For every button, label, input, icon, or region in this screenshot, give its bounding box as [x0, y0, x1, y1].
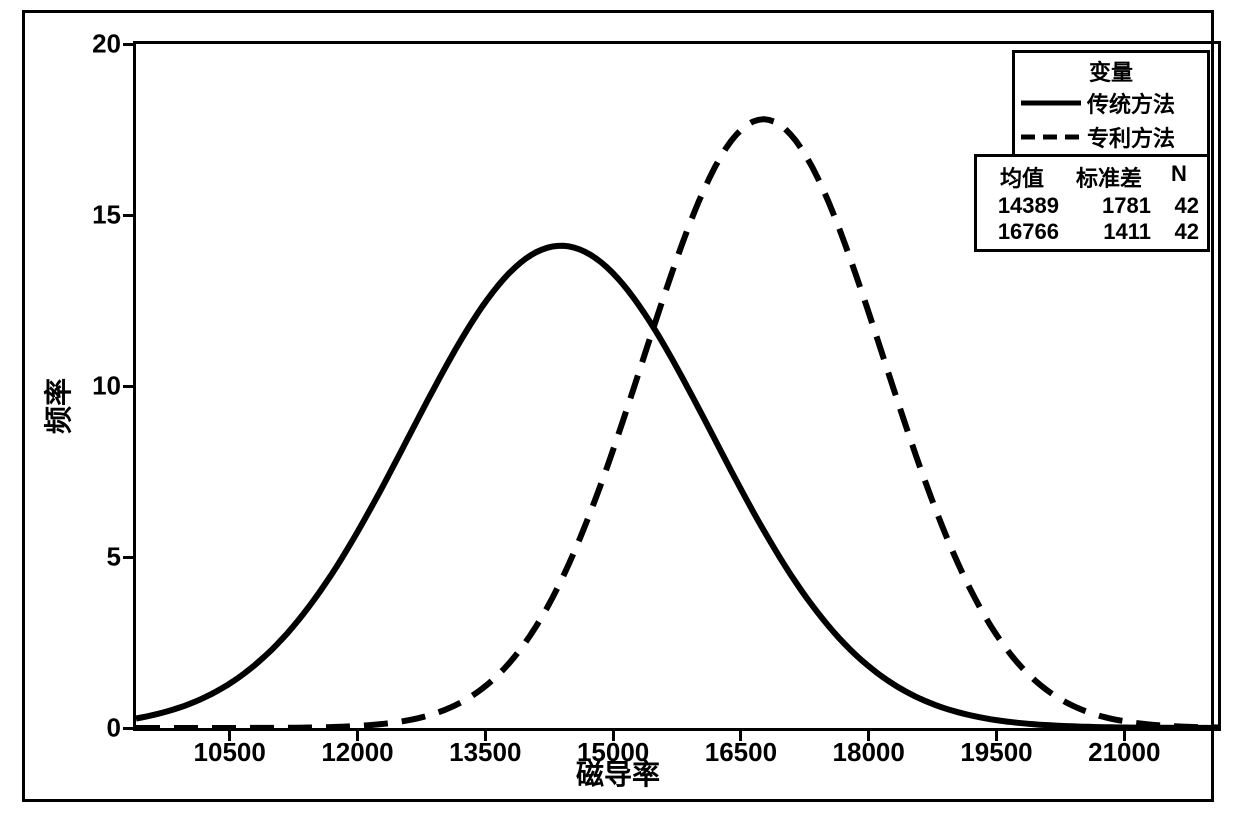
legend-label-0: 传统方法	[1087, 87, 1175, 119]
x-tick-label: 10500	[194, 737, 266, 768]
x-tick-label: 15000	[577, 737, 649, 768]
y-tick-mark	[123, 556, 133, 559]
x-tick-mark	[739, 731, 742, 741]
y-tick-mark	[123, 43, 133, 46]
x-tick-label: 12000	[321, 737, 393, 768]
y-tick-mark	[123, 214, 133, 217]
x-tick-mark	[484, 731, 487, 741]
x-tick-label: 16500	[705, 737, 777, 768]
stats-h2: N	[1159, 161, 1199, 193]
y-axis-label: 频率	[37, 378, 77, 434]
chart-container: 频率 磁导率 变量 传统方法 专利方法	[0, 0, 1240, 815]
legend-swatch-1	[1021, 127, 1081, 147]
y-tick-label: 15	[92, 200, 121, 231]
stats-h0: 均值	[985, 161, 1059, 193]
stats-row-0: 14389 1781 42	[985, 193, 1199, 219]
stats-r1c1: 1411	[1067, 219, 1151, 245]
plot-area: 变量 传统方法 专利方法 均值 标准差	[133, 41, 1221, 731]
stats-row-1: 16766 1411 42	[985, 219, 1199, 245]
x-tick-label: 21000	[1088, 737, 1160, 768]
x-tick-mark	[612, 731, 615, 741]
legend-box: 变量 传统方法 专利方法	[1012, 50, 1210, 158]
stats-h1: 标准差	[1067, 161, 1151, 193]
x-tick-label: 18000	[833, 737, 905, 768]
legend-row-0: 传统方法	[1015, 87, 1207, 121]
stats-r0c0: 14389	[985, 193, 1059, 219]
y-tick-mark	[123, 385, 133, 388]
outer-frame: 频率 磁导率 变量 传统方法 专利方法	[22, 10, 1214, 802]
legend-row-1: 专利方法	[1015, 121, 1207, 155]
series-0-path	[136, 246, 1218, 728]
y-tick-label: 0	[107, 713, 121, 744]
x-tick-label: 13500	[449, 737, 521, 768]
x-tick-mark	[995, 731, 998, 741]
y-tick-label: 20	[92, 29, 121, 60]
stats-header: 均值 标准差 N	[985, 161, 1199, 193]
stats-box: 均值 标准差 N 14389 1781 42 16766 1411 42	[974, 154, 1210, 252]
stats-r0c1: 1781	[1067, 193, 1151, 219]
y-tick-label: 10	[92, 371, 121, 402]
legend-title: 变量	[1015, 53, 1207, 87]
y-tick-mark	[123, 727, 133, 730]
legend-swatch-0	[1021, 93, 1081, 113]
x-tick-mark	[867, 731, 870, 741]
y-tick-label: 5	[107, 542, 121, 573]
legend-label-1: 专利方法	[1087, 121, 1175, 153]
x-tick-mark	[1123, 731, 1126, 741]
x-tick-mark	[356, 731, 359, 741]
stats-r1c0: 16766	[985, 219, 1059, 245]
stats-r1c2: 42	[1159, 219, 1199, 245]
stats-r0c2: 42	[1159, 193, 1199, 219]
x-tick-label: 19500	[960, 737, 1032, 768]
x-tick-mark	[228, 731, 231, 741]
